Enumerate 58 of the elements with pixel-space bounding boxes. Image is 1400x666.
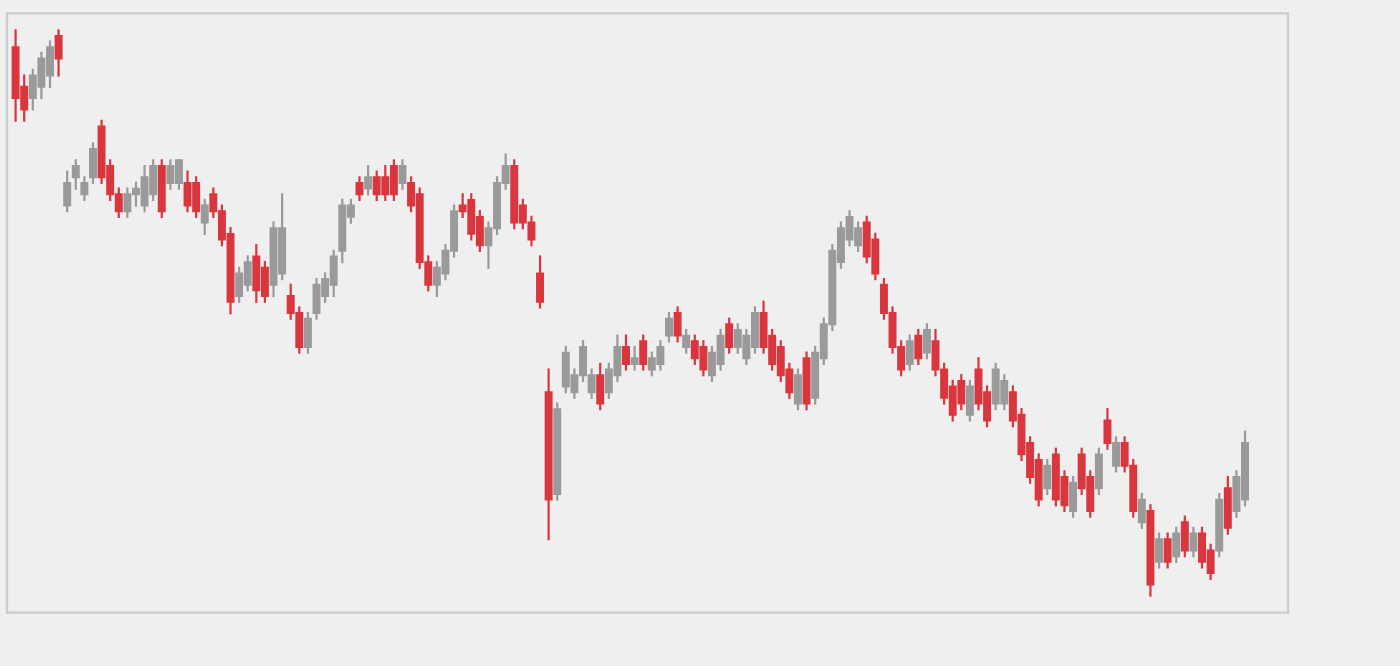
- candlestick: [278, 193, 287, 281]
- candlestick: [63, 170, 72, 213]
- candlestick: [905, 334, 914, 371]
- candlestick: [673, 306, 682, 343]
- candlestick: [54, 29, 63, 77]
- candlestick: [157, 159, 166, 218]
- candlestick: [561, 345, 570, 394]
- candlestick: [630, 345, 639, 371]
- candlestick: [1172, 526, 1181, 563]
- candlestick: [1189, 526, 1198, 558]
- candlestick: [965, 379, 974, 422]
- candlestick: [140, 164, 149, 213]
- candlestick: [1163, 532, 1172, 569]
- candlestick: [243, 255, 252, 292]
- candlestick: [183, 170, 192, 213]
- candlestick: [1000, 374, 1009, 411]
- candlestick: [665, 311, 673, 343]
- candlestick: [1180, 515, 1189, 558]
- candlestick: [1112, 436, 1121, 473]
- candlestick: [914, 328, 923, 366]
- candlestick: [682, 328, 691, 354]
- candlestick: [1223, 475, 1232, 535]
- candlestick: [174, 159, 183, 190]
- candlestick: [699, 340, 708, 377]
- candlestick: [725, 317, 734, 354]
- candlestick: [123, 187, 132, 218]
- candlestick: [364, 164, 373, 196]
- candlestick: [596, 362, 605, 411]
- candlestick: [793, 368, 802, 411]
- candlestick: [252, 244, 261, 303]
- candlestick: [922, 323, 931, 360]
- candlestick: [1103, 408, 1112, 450]
- candlestick: [192, 176, 201, 218]
- candlestick: [1198, 526, 1207, 569]
- candlestick: [639, 334, 648, 371]
- candlestick: [88, 142, 97, 185]
- candlestick: [389, 159, 398, 202]
- candlestick: [235, 266, 244, 303]
- candlestick: [716, 328, 725, 371]
- candlestick: [991, 362, 1000, 411]
- candlestick: [1137, 492, 1146, 530]
- candlestick: [381, 164, 390, 202]
- candlestick: [467, 193, 476, 241]
- candlestick: [536, 255, 545, 309]
- candlestick: [200, 198, 209, 235]
- candlestick: [1051, 447, 1060, 507]
- candlestick: [1069, 475, 1078, 518]
- candlestick: [1043, 458, 1052, 496]
- candlestick: [372, 170, 381, 202]
- candlestick: [622, 334, 630, 371]
- candlestick: [1094, 447, 1103, 496]
- candlestick: [802, 351, 811, 411]
- candlestick: [656, 340, 665, 371]
- candlestick: [398, 159, 407, 190]
- candlestick: [260, 261, 269, 303]
- candlestick: [750, 306, 759, 354]
- candlestick: [166, 159, 175, 190]
- candlestick: [1155, 532, 1164, 569]
